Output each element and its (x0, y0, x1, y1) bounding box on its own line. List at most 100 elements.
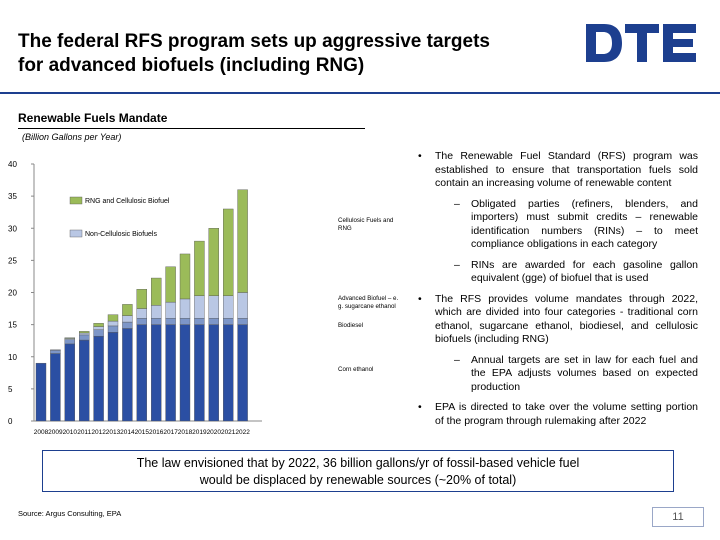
x-tick-label: 2014 (120, 429, 135, 436)
bar-segment (93, 326, 104, 330)
bar-segment (165, 266, 176, 303)
bullet-item: • EPA is directed to take over the volume… (418, 401, 698, 428)
series-label-line: RNG (338, 225, 352, 232)
bar-segment (208, 324, 220, 422)
y-tick-label: 15 (8, 321, 17, 330)
bullet-item: • The Renewable Fuel Standard (RFS) progr… (418, 150, 698, 191)
series-label: Cellulosic Fuels and RNG (338, 217, 394, 232)
title-line-1: The federal RFS program sets up aggressi… (18, 31, 490, 52)
bar-segment (194, 295, 205, 319)
y-tick-label: 20 (8, 289, 17, 298)
series-label: Advanced Biofuel – e. g. sugarcane ethano… (338, 295, 398, 310)
bar-segment (165, 301, 176, 319)
bullet-marker: • (418, 401, 422, 413)
bar-segment (222, 208, 234, 296)
bar-segment (93, 329, 104, 337)
x-tick-label: 2015 (135, 429, 150, 436)
y-tick-label: 25 (8, 256, 17, 265)
legend-label: Non-Cellulosic Biofuels (85, 231, 157, 238)
bar-segment (50, 353, 61, 422)
series-label-line: Cellulosic Fuels and (338, 217, 394, 224)
bar-segment (78, 332, 90, 336)
bar-segment (208, 317, 220, 325)
bullet-text: The Renewable Fuel Standard (RFS) progra… (435, 150, 698, 189)
chart-annotations: RNG and Cellulosic Biofuel Non-Cellulosic… (69, 196, 398, 373)
bar-segment (165, 324, 176, 422)
y-tick-label: 40 (8, 160, 17, 169)
bar-segment (237, 324, 248, 422)
x-tick-label: 2011 (77, 429, 91, 436)
x-tick-label: 2008 (34, 429, 49, 436)
bar-segment (78, 339, 90, 422)
bar-segment (78, 331, 90, 334)
bar-segment (107, 325, 119, 333)
y-tick-label: 5 (8, 385, 13, 394)
bar-segment (208, 295, 220, 319)
source-note: Source: Argus Consulting, EPA (18, 509, 122, 518)
series-label: Corn ethanol (338, 366, 373, 373)
sub-bullet-item: – Obligated parties (refiners, blenders, … (418, 198, 698, 252)
x-tick-label: 2009 (48, 429, 63, 436)
bullet-marker: – (454, 353, 460, 366)
bar-segment (122, 321, 133, 329)
bar-segment (237, 189, 248, 293)
bar-segment (136, 324, 148, 422)
bar-segment (150, 317, 162, 325)
x-tick-label: 2021 (221, 429, 236, 436)
bar-segment (150, 305, 162, 319)
x-tick-label: 2018 (178, 429, 193, 436)
x-tick-label: 2022 (235, 429, 250, 436)
bar-segment (179, 317, 191, 325)
x-tick-label: 2020 (207, 429, 222, 436)
bar-segment (64, 337, 76, 339)
y-tick-label: 10 (8, 353, 17, 362)
title-line-2: for advanced biofuels (including RNG) (18, 55, 365, 76)
bar-segment (107, 320, 119, 327)
bar-segment (122, 328, 133, 422)
bar-segment (122, 315, 133, 323)
bar-segment (179, 298, 191, 319)
y-tick-label: 35 (8, 192, 17, 201)
bullet-text: Annual targets are set in law for each f… (471, 353, 698, 393)
x-axis-labels: 2008 2009 2010 2011 2012 2013 2014 2015 2016 2017… (34, 429, 250, 436)
callout-line-2: would be displaced by renewable sources … (199, 473, 517, 487)
bar-segment (93, 323, 104, 327)
bullet-text: RINs are awarded for each gasoline gallo… (471, 258, 698, 285)
sub-bullet-item: – RINs are awarded for each gasoline gall… (418, 259, 698, 286)
chart-units: (Billion Gallons per Year) (22, 132, 122, 142)
bar-segment (107, 314, 119, 322)
page-number: 11 (652, 507, 704, 527)
sub-bullet-item: – Annual targets are set in law for each … (418, 354, 698, 395)
bar-segment (222, 295, 234, 319)
bar-segment (136, 317, 148, 325)
bar-segment (179, 324, 191, 422)
bar-segment (136, 308, 148, 319)
bullet-list: • The Renewable Fuel Standard (RFS) progr… (418, 150, 698, 435)
header-rule (0, 92, 720, 94)
x-tick-label: 2012 (91, 429, 106, 436)
bar-segment (50, 350, 61, 354)
series-label-line: Advanced Biofuel – e. (338, 295, 398, 302)
bar-segment (222, 324, 234, 422)
bar-segment (78, 334, 90, 341)
bar-segment (194, 317, 205, 325)
bar-segment (208, 228, 220, 296)
bullet-marker: – (454, 258, 460, 271)
bullet-marker: • (418, 292, 422, 305)
y-tick-label: 0 (8, 417, 13, 426)
bar-segment (122, 304, 133, 316)
bullet-item: • The RFS provides volume mandates throug… (418, 293, 698, 347)
bullet-text: The RFS provides volume mandates through… (435, 292, 698, 346)
bar-segment (222, 317, 234, 325)
bar-segment (64, 343, 76, 422)
series-label: Biodiesel (338, 322, 363, 329)
series-label-line: Corn ethanol (338, 366, 373, 373)
x-tick-label: 2013 (106, 429, 121, 436)
bar-segment (107, 332, 119, 422)
bar-segment (237, 292, 248, 319)
bar-segment (64, 339, 76, 345)
bars (35, 189, 248, 422)
bar-segment (93, 335, 104, 422)
series-label-line: Biodiesel (338, 322, 363, 329)
